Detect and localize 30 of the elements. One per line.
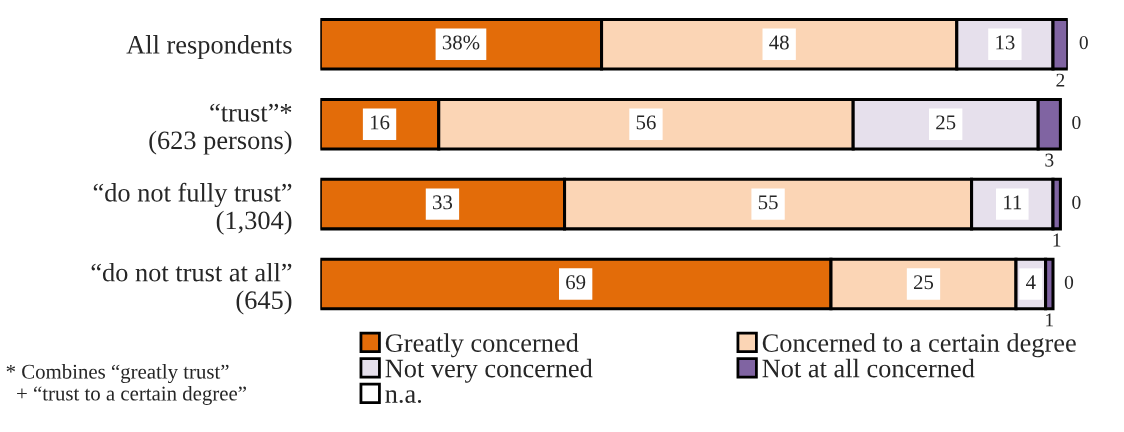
data-label: 38% <box>442 35 480 50</box>
data-label: 13 <box>996 35 1015 50</box>
data-label: 0 <box>1072 115 1081 130</box>
legend-label: Greatly concerned <box>385 333 579 358</box>
legend-label: n.a. <box>385 390 422 404</box>
data-label: 55 <box>758 195 778 210</box>
data-label: 0 <box>1064 275 1074 289</box>
legend-label: Not at all concerned <box>762 358 975 378</box>
data-label: 1 <box>1053 233 1061 247</box>
data-label: 25 <box>936 115 956 130</box>
legend-label: Concerned to a certain degree <box>762 333 1076 358</box>
y-tick-label: “trust”* (623 persons) <box>149 103 292 155</box>
data-label: 33 <box>433 195 453 210</box>
data-label: 11 <box>1004 195 1022 210</box>
data-label: 4 <box>1026 275 1036 290</box>
legend-label: Not very concerned <box>385 358 593 383</box>
y-tick-label: All respondents <box>126 35 292 60</box>
data-label: 69 <box>566 275 586 290</box>
data-label: 56 <box>636 115 656 130</box>
data-label: 48 <box>769 35 789 50</box>
data-label: 2 <box>1056 73 1065 87</box>
data-label: 0 <box>1079 36 1088 50</box>
data-label: 3 <box>1045 153 1054 167</box>
data-label: 25 <box>913 275 934 290</box>
data-label: 1 <box>1046 313 1053 327</box>
y-tick-label: “do not fully trust” (1,304) <box>93 182 292 235</box>
data-label: 0 <box>1072 195 1081 209</box>
text: * Combines “greatly trust” + “trust to a certain degree” <box>6 364 246 405</box>
data-label: 16 <box>370 115 390 130</box>
y-tick-label: “do not trust at all” (645) <box>91 262 292 315</box>
